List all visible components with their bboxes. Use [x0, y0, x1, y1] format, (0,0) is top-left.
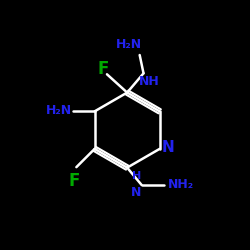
Text: N: N — [162, 140, 174, 156]
Text: H: H — [132, 172, 141, 181]
Text: H₂N: H₂N — [46, 104, 72, 117]
Text: N: N — [131, 186, 141, 199]
Text: F: F — [69, 172, 80, 190]
Text: NH₂: NH₂ — [168, 178, 194, 192]
Text: H₂N: H₂N — [116, 38, 142, 51]
Text: NH: NH — [139, 75, 160, 88]
Text: F: F — [97, 60, 108, 78]
